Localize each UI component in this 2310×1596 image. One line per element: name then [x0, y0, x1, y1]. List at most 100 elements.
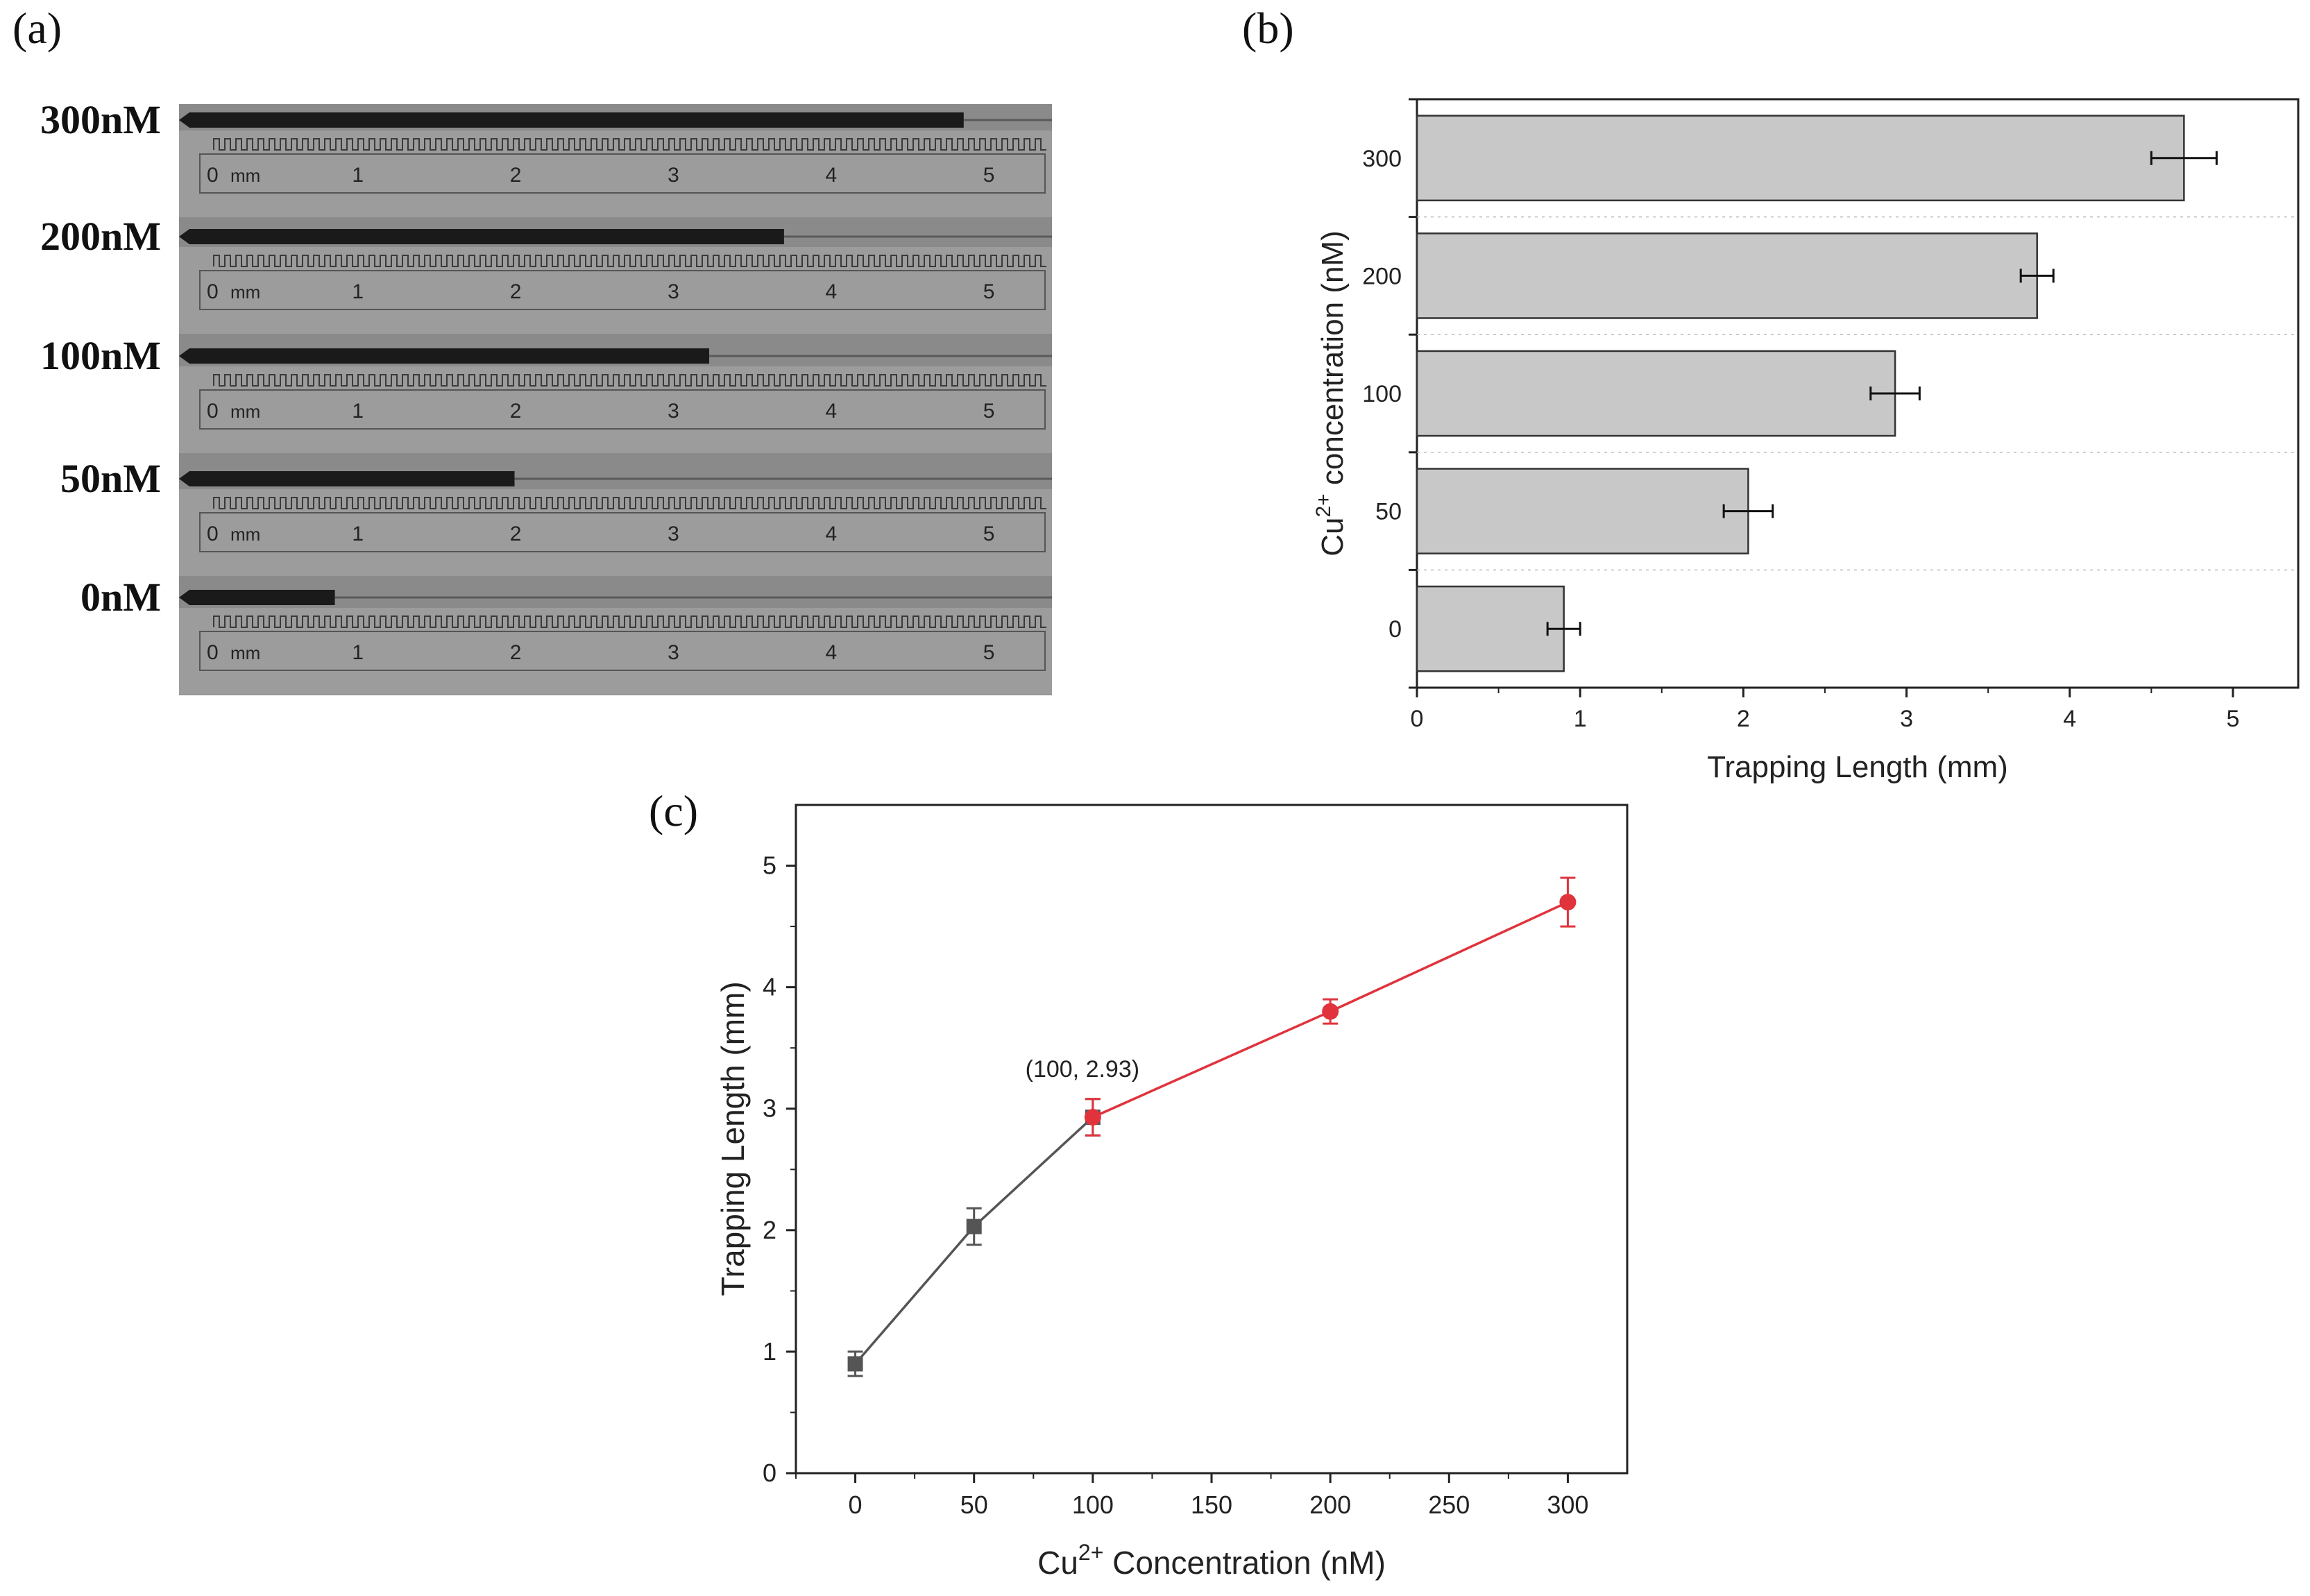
ruler-tick-label: 3 [668, 164, 679, 187]
ruler-unit-label: mm [230, 282, 260, 303]
red-series [1084, 876, 1577, 1137]
y-tick-label: 2 [763, 1216, 776, 1244]
ruler-tick-label: 2 [510, 641, 522, 664]
ruler-tick-label: 2 [510, 400, 522, 423]
ruler-tick-label: 5 [983, 523, 995, 545]
ruler-tick-label: 5 [983, 164, 995, 187]
grey-series [847, 1098, 1101, 1377]
ruler-zero-label: 0 [207, 164, 219, 187]
ruler-strip [179, 489, 1052, 576]
ruler-tick-label: 4 [825, 164, 837, 187]
ruler-strip [179, 247, 1052, 334]
x-tick-label: 150 [1191, 1491, 1232, 1519]
data-point-circle [1084, 1108, 1101, 1126]
bar-group [1416, 585, 1581, 672]
ruler-strip [179, 608, 1052, 695]
data-point-circle [1322, 1003, 1339, 1020]
ruler-tick-label: 1 [352, 523, 364, 545]
row-concentration-label: 50nM [60, 456, 161, 501]
ruler-tick-label: 2 [510, 164, 522, 187]
panel-b-label: (b) [1242, 3, 1294, 53]
bar [1416, 350, 1896, 437]
ruler-strip [179, 130, 1052, 217]
ruler-tick-label: 1 [352, 164, 364, 187]
row-concentration-label: 300nM [40, 97, 161, 142]
channel-row: 0 mm 1 2 3 4 5 [179, 471, 1052, 576]
bar [1416, 232, 2038, 319]
ruler-unit-label: mm [230, 401, 260, 422]
y-tick-label: 50 [1375, 499, 1402, 525]
y-tick-label: 200 [1362, 263, 1402, 289]
y-tick-label: 5 [763, 851, 776, 880]
ruler-tick-label: 3 [668, 400, 679, 423]
row-concentration-label: 200nM [40, 214, 161, 259]
ruler-tick-label: 2 [510, 523, 522, 545]
channel-row: 0 mm 1 2 3 4 5 [179, 112, 1052, 217]
ruler-zero-label: 0 [207, 400, 219, 423]
channel-row: 0 mm 1 2 3 4 5 [179, 229, 1052, 334]
ruler-tick-label: 1 [352, 641, 364, 664]
ruler-frame [199, 153, 1046, 194]
ruler-unit-label: mm [230, 165, 260, 186]
ruler-tick-label: 4 [825, 400, 837, 423]
ruler-frame [199, 270, 1046, 310]
row-concentration-label: 0nM [80, 575, 161, 620]
bar-group [1416, 468, 1774, 554]
x-tick-label: 2 [1737, 706, 1750, 732]
data-point-square [966, 1219, 982, 1234]
serpentine-channel [213, 497, 1046, 509]
bar-group [1416, 114, 2218, 202]
row-concentration-label: 100nM [40, 333, 161, 378]
channel-row: 0 mm 1 2 3 4 5 [179, 348, 1052, 453]
ruler-frame [199, 512, 1046, 552]
data-point-square [847, 1356, 863, 1372]
trapped-channel [179, 229, 784, 244]
ruler-frame [199, 631, 1046, 671]
bar [1416, 468, 1749, 554]
panel-b-bar-chart: 0 1 2 3 4 5 300 200 100 50 0 Trapping Length (mm)… [1312, 98, 2300, 784]
x-tick-label: 0 [1411, 706, 1424, 732]
ruler-unit-label: mm [230, 524, 260, 545]
y-tick-label: 300 [1362, 146, 1402, 172]
ruler-tick-label: 4 [825, 641, 837, 664]
ruler-tick-label: 5 [983, 280, 995, 303]
panel-a-photo: 0 mm 1 2 3 4 5 0 mm 1 2 3 4 5 0 mm 1 2 3 4 5 0 mm 1 2 3 4 5 0 mm 1 2 3 4 5… [40, 97, 1052, 695]
ruler-tick-label: 3 [668, 523, 679, 545]
ruler-zero-label: 0 [207, 523, 219, 545]
x-tick-label: 1 [1574, 706, 1587, 732]
bar [1416, 585, 1565, 672]
serpentine-channel [213, 255, 1046, 267]
x-tick-label: 3 [1900, 706, 1913, 732]
plot-frame [795, 804, 1629, 1475]
serpentine-channel [213, 138, 1046, 151]
ruler-tick-label: 4 [825, 523, 837, 545]
bar-group [1416, 350, 1921, 437]
trapped-channel [179, 112, 964, 128]
y-tick-label: 3 [763, 1094, 776, 1123]
y-tick-label: 100 [1362, 381, 1402, 407]
panel-a-label: (a) [12, 3, 62, 53]
ruler-tick-label: 5 [983, 641, 995, 664]
y-tick-label: 0 [763, 1459, 776, 1487]
trapped-channel [179, 590, 335, 605]
ruler-tick-label: 1 [352, 400, 364, 423]
x-tick-label: 250 [1428, 1491, 1470, 1519]
channel-row: 0 mm 1 2 3 4 5 [179, 590, 1052, 695]
c-annotation: (100, 2.93) [1026, 1056, 1139, 1083]
panel-c-line-chart: 0 50 100 150 200 250 300 0 1 2 3 4 5 (100, 2.93) Cu2… [715, 804, 1629, 1581]
trapped-channel [179, 348, 710, 364]
y-tick-label: 4 [763, 973, 776, 1001]
ruler-frame [199, 389, 1046, 430]
b-x-axis-title: Trapping Length (mm) [1707, 750, 2008, 784]
panel-c-label: (c) [649, 786, 698, 835]
trapped-channel [179, 471, 515, 486]
serpentine-channel [213, 374, 1046, 387]
ruler-tick-label: 1 [352, 280, 364, 303]
ruler-tick-label: 2 [510, 280, 522, 303]
x-tick-label: 5 [2226, 706, 2239, 732]
bar [1416, 114, 2185, 202]
ruler-tick-label: 5 [983, 400, 995, 423]
x-tick-label: 200 [1309, 1491, 1351, 1519]
y-tick-label: 1 [763, 1337, 776, 1366]
